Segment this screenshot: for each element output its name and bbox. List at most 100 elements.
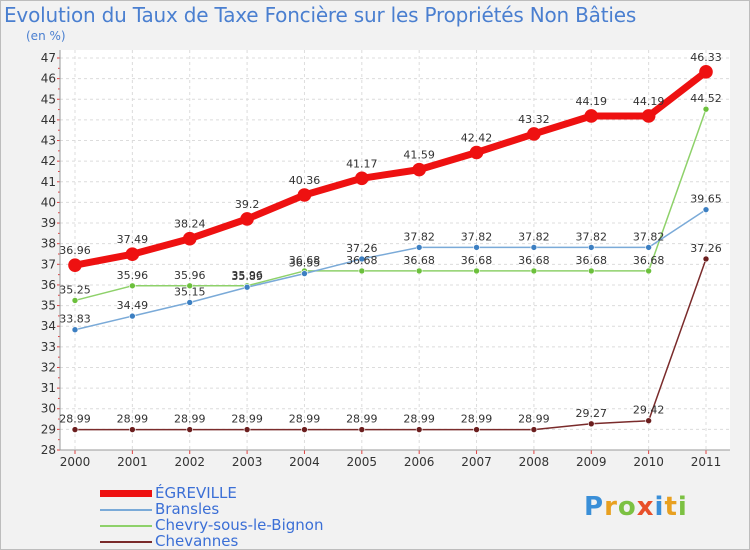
data-label-bransles: 39.65 [690,193,722,206]
data-label-chevannes: 28.99 [518,413,550,426]
chart-subtitle: (en %) [26,29,66,43]
data-label-bransles: 37.26 [346,242,378,255]
data-labels: 28.99 28.99 28.99 28.99 28.99 28.99 28.99 28.99… [59,51,722,426]
y-tick-label: 39 [41,216,56,230]
legend-swatch--greville [100,490,152,497]
logo-letter: i [677,492,688,522]
x-tick-label: 2009 [576,455,607,469]
logo-letter: o [617,492,637,522]
y-tick-label: 30 [41,402,56,416]
data-point-chevry-sous-le-bignon [645,267,652,275]
data-label--greville: 44.19 [633,95,665,108]
data-label-chevry-sous-le-bignon: 44.52 [690,92,722,105]
data-label-chevry-sous-le-bignon: 36.68 [403,254,435,267]
logo-letter: x [636,492,655,522]
data-point-bransles [645,244,652,251]
data-label-chevannes: 28.99 [403,413,435,426]
data-point-bransles [301,270,308,277]
data-label-chevannes: 28.99 [59,413,91,426]
data-label--greville: 41.59 [403,149,435,162]
data-point--greville [68,258,82,272]
data-point-bransles [358,255,366,263]
data-label-bransles: 35.15 [174,285,206,298]
y-tick-label: 42 [41,154,56,168]
data-point-chevry-sous-le-bignon [415,267,423,275]
data-point--greville [641,109,656,123]
data-point-bransles [129,312,136,320]
data-point-bransles [530,244,538,251]
x-tick-label: 2007 [461,455,492,469]
data-point-bransles [473,244,480,251]
data-point-chevannes [358,426,366,433]
data-point-chevry-sous-le-bignon [358,267,366,275]
series-line-chevry-sous-le-bignon [74,108,707,302]
y-tick-label: 33 [41,340,56,354]
data-label-chevry-sous-le-bignon: 35.96 [174,269,206,282]
data-point-chevannes [530,426,538,433]
x-tick-label: 2001 [117,455,148,469]
y-tick-label: 32 [41,360,56,374]
logo-letter: t [664,492,678,522]
data-label-chevry-sous-le-bignon: 36.68 [289,254,321,267]
data-point-chevry-sous-le-bignon [129,282,136,290]
series-line-chevannes [75,258,707,431]
logo-letter: P [584,492,605,522]
data-label-chevry-sous-le-bignon: 36.68 [633,254,665,267]
data-point--greville [355,171,369,186]
legend-label-chevry-sous-le-bignon: Chevry-sous-le-Bignon [155,516,324,534]
y-tick-label: 44 [41,113,56,127]
data-label-bransles: 35.89 [231,270,263,283]
data-label-chevannes: 28.99 [289,413,321,426]
data-label--greville: 42.42 [461,131,493,144]
legend-swatch-chevannes [100,541,152,543]
data-label-bransles: 37.82 [576,230,608,243]
y-tick-label: 41 [41,175,56,189]
data-point-chevannes [415,426,423,433]
y-tick-label: 35 [41,299,56,313]
logo-letter: r [604,492,618,522]
y-tick-label: 31 [41,381,56,395]
data-label-bransles: 37.82 [461,230,493,243]
legend-label-chevannes: Chevannes [155,532,239,550]
data-label-chevannes: 28.99 [174,413,206,426]
proxiti-logo: Proxiti [584,492,688,522]
data-label-chevannes: 29.42 [633,404,665,417]
x-tick-label: 2000 [60,455,91,469]
data-point-chevry-sous-le-bignon [186,282,194,290]
y-tick-label: 36 [41,278,56,292]
x-tick-label: 2002 [174,455,205,469]
data-label-bransles: 37.82 [403,230,435,243]
x-tick-label: 2010 [633,455,664,469]
series-layer [68,65,713,433]
data-label--greville: 46.33 [690,51,722,64]
data-label-chevry-sous-le-bignon: 36.68 [518,254,550,267]
data-point--greville [584,109,599,123]
data-label-bransles: 37.82 [518,230,550,243]
x-tick-label: 2006 [404,455,435,469]
data-label--greville: 41.17 [346,157,378,170]
data-label--greville: 37.49 [117,233,149,246]
data-point-chevannes [71,426,79,433]
data-label--greville: 39.2 [235,198,260,211]
data-label--greville: 44.19 [576,95,608,108]
data-point-chevry-sous-le-bignon [473,267,480,275]
data-label-bransles: 36.55 [289,257,321,270]
data-label--greville: 43.32 [518,113,550,126]
data-point--greville [527,127,541,141]
data-point--greville [412,162,426,177]
axes: 28 29 30 31 32 33 34 35 36 37 38 39 40 41 42 43 44 45 46 47… [41,50,730,469]
data-point-bransles [186,299,194,306]
data-point-chevannes [186,426,194,433]
data-label-chevry-sous-le-bignon: 35.25 [59,283,91,296]
data-point-chevannes [702,255,710,263]
data-point-chevry-sous-le-bignon [71,297,79,304]
x-tick-label: 2003 [232,455,263,469]
data-point-bransles [702,206,710,213]
series-line--greville [74,69,709,269]
data-label-chevry-sous-le-bignon: 36.68 [346,254,378,267]
y-tick-label: 29 [41,422,56,436]
data-point-bransles [587,244,595,251]
data-point-chevannes [473,426,480,433]
data-point-bransles [71,326,79,334]
data-label-chevannes: 28.99 [461,413,493,426]
